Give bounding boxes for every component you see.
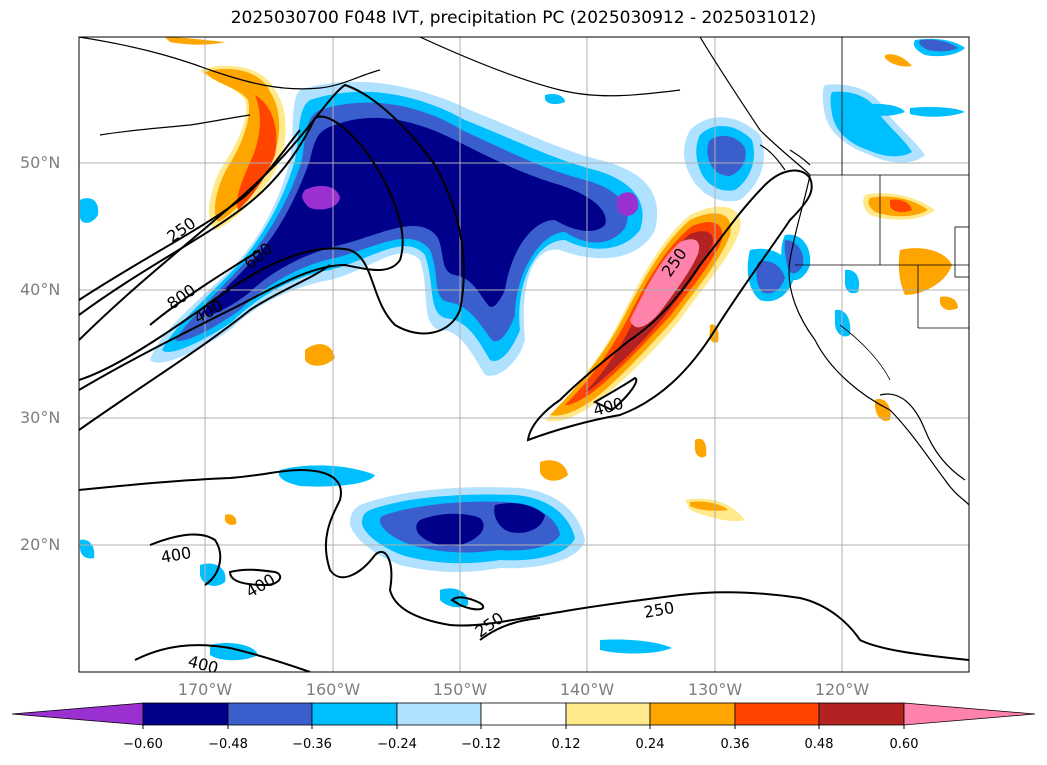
coastlines: [79, 37, 969, 506]
colorbar-tick-label: −0.12: [461, 737, 501, 752]
precip-shading: [80, 37, 965, 661]
lon-label: 120°W: [814, 680, 870, 699]
colorbar-tick-label: −0.60: [123, 737, 163, 752]
colorbar-tick-label: −0.36: [292, 737, 332, 752]
lon-label: 140°W: [559, 680, 615, 699]
colorbar-tick-label: 0.36: [720, 737, 750, 752]
lat-label: 50°N: [20, 153, 61, 172]
map-title: 2025030700 F048 IVT, precipitation PC (2…: [230, 8, 817, 28]
colorbar-tick-label: 0.48: [804, 737, 834, 752]
lon-label: 130°W: [687, 680, 743, 699]
contour-label: 400: [186, 652, 220, 678]
lon-label: 160°W: [305, 680, 361, 699]
colorbar: [11, 702, 1036, 729]
colorbar-tick-label: 0.24: [635, 737, 665, 752]
ivt-contours: [79, 83, 969, 672]
lon-label: 150°W: [432, 680, 488, 699]
lon-label: 170°W: [177, 680, 233, 699]
lat-label: 30°N: [20, 408, 61, 427]
colorbar-tick-label: 0.12: [551, 737, 581, 752]
borders: [795, 37, 969, 381]
lat-label: 20°N: [20, 535, 61, 554]
colorbar-tick-label: −0.48: [208, 737, 248, 752]
colorbar-tick-label: 0.60: [889, 737, 919, 752]
plot-frame: [78, 36, 970, 673]
colorbar-tick-label: −0.24: [377, 737, 417, 752]
lat-label: 40°N: [20, 280, 61, 299]
